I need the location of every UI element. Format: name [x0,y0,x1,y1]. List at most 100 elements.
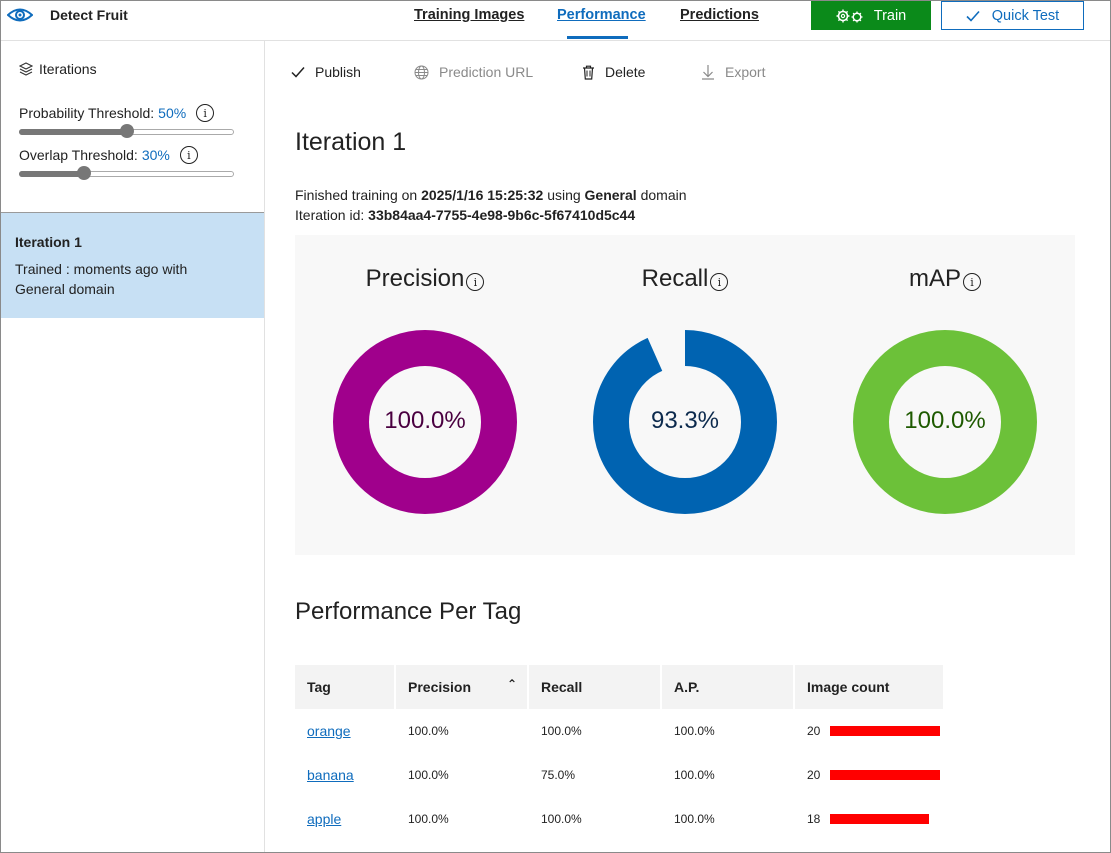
quick-test-button[interactable]: Quick Test [941,1,1084,30]
domain-suffix: domain [640,187,687,203]
tag-column-header[interactable]: Tag [295,665,396,709]
sort-ascending-icon[interactable]: ⌃ [506,677,517,691]
recall-metric: Recall i 93.3% [555,235,815,555]
info-icon[interactable]: i [196,104,215,122]
ap-column-header[interactable]: A.P. [662,665,795,709]
check-icon [291,67,305,78]
overlap-threshold-label: Overlap Threshold: 30% i [19,146,198,164]
iteration-id-row: Iteration id: 33b84aa4-7755-4e98-9b6c-5f… [295,207,635,223]
image-count-bar [830,770,941,780]
iteration-id-label: Iteration id: [295,207,365,223]
precision-title: Precision i [295,265,555,293]
table-row: banana 100.0% 75.0% 100.0% 20 [295,753,945,797]
quick-test-label: Quick Test [991,7,1060,24]
prediction-url-button[interactable]: Prediction URL [414,64,533,80]
ap-cell: 100.0% [674,724,715,738]
info-icon[interactable]: i [710,273,729,291]
overlap-threshold-value: 30% [141,147,170,163]
recall-cell: 100.0% [541,812,582,826]
training-info: Finished training on 2025/1/16 15:25:32 … [295,187,687,203]
tag-link-banana[interactable]: banana [307,767,354,783]
overlap-threshold-slider[interactable] [19,166,234,180]
recall-arc [593,330,777,514]
precision-column-header[interactable]: Precision ⌃ [396,665,529,709]
precision-value: 100.0% [384,407,466,434]
publish-label: Publish [315,64,361,80]
tab-performance[interactable]: Performance [557,7,646,23]
recall-value: 93.3% [650,407,720,434]
map-donut [853,330,1037,514]
probability-threshold-text: Probability Threshold: [19,105,155,121]
domain-name: General [584,187,637,203]
ap-cell: 100.0% [674,812,715,826]
tab-training-images[interactable]: Training Images [414,7,525,23]
info-icon[interactable]: i [466,273,485,291]
prediction-url-label: Prediction URL [439,64,534,80]
tag-table: Tag Precision ⌃ Recall A.P. Image count … [295,665,945,841]
app-name: Detect Fruit [50,7,128,23]
map-metric: mAP i 100.0% [815,235,1075,555]
iterations-label: Iterations [39,61,97,77]
iteration-item[interactable]: Iteration 1 Trained : moments ago with G… [1,213,264,318]
recall-column-header[interactable]: Recall [529,665,662,709]
image-count-value: 20 [807,768,821,782]
performance-per-tag-title: Performance Per Tag [295,598,522,625]
image-count-bar [830,814,930,824]
image-count-bar [830,726,941,736]
publish-button[interactable]: Publish [291,64,361,80]
precision-cell: 100.0% [408,812,449,826]
tag-link-apple[interactable]: apple [307,811,342,827]
slider-thumb[interactable] [76,166,91,180]
recall-label: Recall [641,265,709,292]
delete-button[interactable]: Delete [582,64,645,80]
precision-arc [333,330,517,514]
precision-cell: 100.0% [408,768,449,782]
train-label: Train [873,7,907,24]
precision-column-label: Precision [408,679,472,695]
map-title: mAP i [815,265,1075,293]
precision-label: Precision [365,265,465,292]
info-icon[interactable]: i [179,146,198,164]
tab-predictions[interactable]: Predictions [680,7,759,23]
probability-threshold-value: 50% [158,105,187,121]
recall-donut [593,330,777,514]
image-count-value: 18 [807,812,821,826]
map-arc [853,330,1037,514]
eye-logo-icon [7,8,33,22]
image-count-cell: 18 [795,797,945,841]
table-row: orange 100.0% 100.0% 100.0% 20 [295,709,945,753]
tag-link-orange[interactable]: orange [307,723,351,739]
finished-using: using [547,187,581,203]
export-button[interactable]: Export [701,64,765,80]
info-icon[interactable]: i [963,273,981,291]
trash-icon [583,65,594,80]
ap-cell: 100.0% [674,768,715,782]
table-header-row: Tag Precision ⌃ Recall A.P. Image count [295,665,945,709]
precision-donut [333,330,517,514]
map-label: mAP [908,265,961,292]
page-title: Iteration 1 [295,128,407,156]
probability-threshold-label: Probability Threshold: 50% i [19,104,215,122]
train-button[interactable]: Train [811,1,931,30]
image-count-value: 20 [807,724,821,738]
finished-prefix: Finished training on [295,187,418,203]
iteration-item-title: Iteration 1 [15,234,82,250]
table-row: apple 100.0% 100.0% 100.0% 18 [295,797,945,841]
globe-icon [414,65,429,79]
precision-cell: 100.0% [408,724,449,738]
download-icon [702,65,714,80]
recall-cell: 75.0% [541,768,576,782]
recall-title: Recall i [555,265,815,293]
slider-thumb[interactable] [119,124,134,138]
image-count-column-header[interactable]: Image count [795,665,945,709]
iteration-id-value: 33b84aa4-7755-4e98-9b6c-5f67410d5c44 [368,207,636,223]
finished-date: 2025/1/16 15:25:32 [421,187,544,203]
probability-threshold-slider[interactable] [19,124,234,138]
layers-icon [19,62,33,76]
image-count-cell: 20 [795,753,945,797]
top-bar: Detect Fruit Training Images Performance… [1,1,1110,41]
check-icon [966,10,980,22]
iterations-heading: Iterations [19,61,97,77]
active-tab-indicator [567,36,628,39]
